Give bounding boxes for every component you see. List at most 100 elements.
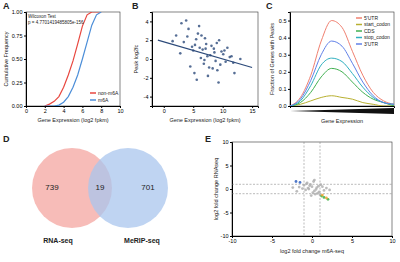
tick-label: -10 <box>229 238 237 244</box>
point <box>226 46 229 49</box>
point <box>310 194 313 197</box>
axis: 051015 <box>153 106 259 114</box>
tick-label: 5 <box>225 163 228 169</box>
point <box>201 48 204 51</box>
point <box>200 57 203 60</box>
tick-label: 10 <box>389 238 395 244</box>
point <box>315 188 318 191</box>
point <box>323 196 326 199</box>
legend-label: 3'UTR <box>364 41 378 47</box>
tick-mark <box>24 59 26 60</box>
point <box>223 49 226 52</box>
tick-label: 4 <box>145 19 148 25</box>
point <box>186 35 189 38</box>
tick-label: 0.5 <box>279 18 287 24</box>
tick-mark <box>150 21 152 22</box>
axis-title: Gene Expression (log2 fpkm) <box>37 117 108 123</box>
tick: 10 <box>117 106 123 114</box>
point <box>222 53 225 56</box>
tick: 0.50 <box>12 56 26 62</box>
point <box>219 63 222 66</box>
tick-label: 5 <box>192 108 195 114</box>
point <box>210 45 213 48</box>
tick: 0.00 <box>12 103 26 109</box>
venn-set <box>88 148 168 228</box>
venn-count: 701 <box>141 183 155 192</box>
tick-label: 0.4 <box>279 35 287 41</box>
tick-label: 0.1 <box>279 86 287 92</box>
tick-label: 1.00 <box>12 9 23 15</box>
point <box>325 197 328 200</box>
point <box>171 40 174 43</box>
tick: 10 <box>389 236 395 244</box>
tick: 0.75 <box>12 33 26 39</box>
point <box>203 62 206 65</box>
tick: 4 <box>145 19 152 25</box>
tick-mark <box>288 21 290 22</box>
tick-mark <box>288 106 290 107</box>
point <box>204 37 207 40</box>
tick: -10 <box>229 236 237 244</box>
tick: 5 <box>225 163 232 169</box>
tick: 0.1 <box>279 86 290 92</box>
axis: 0.00.10.20.30.40.5 <box>279 13 291 110</box>
axis-title: Fraction of Genes with Peaks <box>269 23 275 95</box>
axis-line <box>230 143 233 237</box>
panel-e: -10-50510-10-50510Elog2 fold change m6A-… <box>205 134 396 254</box>
point <box>301 187 304 190</box>
axis: 0246810 <box>25 106 124 114</box>
tick-mark <box>24 36 26 37</box>
legend: non-m6Am6A <box>90 90 119 103</box>
panel-label: E <box>205 134 211 144</box>
axis-title: Gene Expression <box>321 118 363 124</box>
tick: -4 <box>144 94 152 100</box>
series-line <box>290 58 394 106</box>
tick-label: 0.2 <box>279 69 287 75</box>
axis-title: Cumulative Frequency <box>3 31 9 86</box>
point <box>187 28 190 31</box>
point <box>295 190 298 193</box>
tick: 8 <box>100 106 103 114</box>
tick: 0 <box>163 106 166 114</box>
axis: -10-50510 <box>229 236 396 244</box>
tick: 0.4 <box>279 35 290 41</box>
point <box>198 46 201 49</box>
tick-label: -10 <box>221 233 229 239</box>
tick: 10 <box>222 139 232 145</box>
point <box>314 193 317 196</box>
axis-line <box>288 13 291 107</box>
tick-mark <box>288 55 290 56</box>
legend-swatch <box>356 24 362 26</box>
point <box>298 186 301 189</box>
point <box>195 78 198 81</box>
tick: 0 <box>225 186 232 192</box>
point <box>311 185 314 188</box>
point <box>311 191 314 194</box>
tick-label: -4 <box>144 94 149 100</box>
tick: 2 <box>145 37 152 43</box>
tick-label: 0 <box>25 108 28 114</box>
point <box>220 50 223 53</box>
tick: 0 <box>311 236 314 244</box>
tick-mark <box>230 142 232 143</box>
tick-mark <box>230 166 232 167</box>
point <box>198 25 201 28</box>
tick: 10 <box>220 106 226 114</box>
tick: 0.25 <box>12 80 26 86</box>
tick-mark <box>24 106 26 107</box>
panel-label: D <box>3 134 10 144</box>
point <box>307 187 310 190</box>
plot-frame <box>290 12 394 106</box>
annotation: p = 4.7701419485805e-156 <box>28 20 84 25</box>
tick: 4 <box>63 106 66 114</box>
axis-line <box>150 13 153 107</box>
tick-mark <box>230 213 232 214</box>
series-line <box>290 21 394 106</box>
point <box>214 60 217 63</box>
plot-area <box>158 19 252 84</box>
tick: 0 <box>145 56 152 62</box>
panel-a: 02468100.000.250.500.751.00non-m6Am6AWil… <box>3 1 124 123</box>
point <box>205 43 208 46</box>
tick-label: 0.0 <box>279 103 287 109</box>
tick-mark <box>24 12 26 13</box>
